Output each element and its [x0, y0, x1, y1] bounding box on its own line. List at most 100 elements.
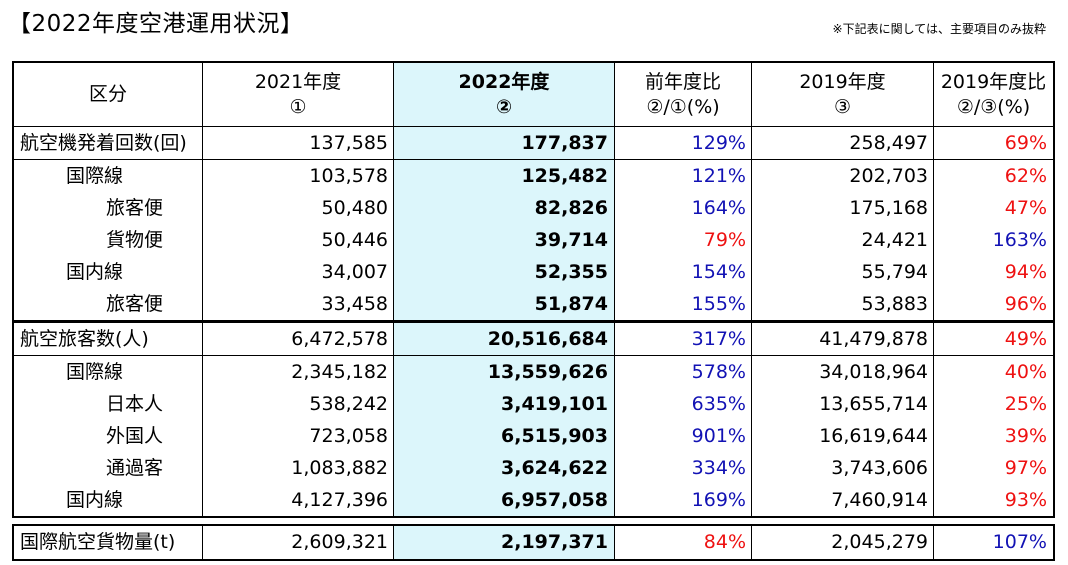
yoy-ratio: 129% — [615, 127, 752, 159]
value-2019: 7,460,914 — [752, 484, 934, 516]
row-label: 航空機発着回数(回) — [14, 127, 203, 159]
vs2019-ratio: 94% — [1004, 261, 1047, 283]
value-2019: 53,883 — [752, 288, 934, 320]
value-2021: 137,585 — [203, 127, 394, 159]
table-row: 日本人 538,242 3,419,101 635% 13,655,714 25… — [14, 388, 1053, 420]
vs2019-ratio: 163% — [992, 229, 1047, 251]
value-2021: 34,007 — [203, 256, 394, 288]
row-label: 国際線 — [14, 160, 203, 192]
table-row: 通過客 1,083,882 3,624,622 334% 3,743,606 9… — [14, 452, 1053, 484]
vs2019-ratio: 62% — [1004, 165, 1047, 187]
table-row: 国際線 103,578 125,482 121% 202,703 62% — [14, 160, 1053, 192]
table-row: 国内線 34,007 52,355 154% 55,794 94% — [14, 256, 1053, 288]
value-2019: 13,655,714 — [752, 388, 934, 420]
row-label: 航空旅客数(人) — [14, 323, 203, 355]
vs2019-ratio: 93% — [1004, 489, 1047, 511]
table-row: 国内線 4,127,396 6,957,058 169% 7,460,914 9… — [14, 484, 1053, 516]
vs2019-ratio: 96% — [1004, 293, 1047, 315]
yoy-ratio: 169% — [615, 484, 752, 516]
table-row: 航空機発着回数(回) 137,585 177,837 129% 258,497 … — [14, 127, 1053, 160]
value-2021: 2,345,182 — [203, 356, 394, 388]
value-2019: 2,045,279 — [752, 526, 934, 559]
row-label: 国際線 — [14, 356, 203, 388]
value-2019: 202,703 — [752, 160, 934, 192]
value-2021: 50,480 — [203, 192, 394, 224]
value-2022: 125,482 — [394, 160, 615, 192]
value-2019: 34,018,964 — [752, 356, 934, 388]
section-passengers: 航空旅客数(人) 6,472,578 20,516,684 317% 41,47… — [12, 321, 1055, 518]
row-label: 通過客 — [14, 452, 203, 484]
value-2022: 39,714 — [394, 224, 615, 256]
table-row: 旅客便 33,458 51,874 155% 53,883 96% — [14, 288, 1053, 320]
value-2021: 50,446 — [203, 224, 394, 256]
table-row: 国際航空貨物量(t) 2,609,321 2,197,371 84% 2,045… — [14, 526, 1053, 559]
value-2022: 6,957,058 — [394, 484, 615, 516]
yoy-ratio: 164% — [615, 192, 752, 224]
value-2021: 538,242 — [203, 388, 394, 420]
value-2019: 258,497 — [752, 127, 934, 159]
yoy-ratio: 334% — [615, 452, 752, 484]
row-label: 日本人 — [14, 388, 203, 420]
value-2021: 4,127,396 — [203, 484, 394, 516]
header-yoy: 前年度比 ②/①(%) — [615, 63, 752, 126]
value-2019: 175,168 — [752, 192, 934, 224]
value-2021: 6,472,578 — [203, 323, 394, 355]
value-2022: 3,419,101 — [394, 388, 615, 420]
vs2019-ratio: 39% — [1004, 425, 1047, 447]
header-row: 区分 2021年度 ① 2022年度 ② 前年度比 ②/①(%) 2019年度 ③ 20… — [14, 63, 1053, 127]
value-2021: 33,458 — [203, 288, 394, 320]
yoy-ratio: 635% — [615, 388, 752, 420]
value-2019: 55,794 — [752, 256, 934, 288]
value-2022: 20,516,684 — [394, 323, 615, 355]
table-row: 旅客便 50,480 82,826 164% 175,168 47% — [14, 192, 1053, 224]
row-label: 旅客便 — [14, 192, 203, 224]
vs2019-ratio: 107% — [992, 531, 1047, 553]
value-2021: 723,058 — [203, 420, 394, 452]
header-category: 区分 — [14, 63, 203, 126]
value-2019: 24,421 — [752, 224, 934, 256]
value-2019: 41,479,878 — [752, 323, 934, 355]
vs2019-ratio: 47% — [1004, 197, 1047, 219]
value-2022: 82,826 — [394, 192, 615, 224]
header-2021: 2021年度 ① — [203, 63, 394, 126]
yoy-ratio: 155% — [615, 288, 752, 320]
value-2021: 2,609,321 — [203, 526, 394, 559]
value-2022: 13,559,626 — [394, 356, 615, 388]
row-label: 旅客便 — [14, 288, 203, 320]
header-vs2019: 2019年度比 ②/③(%) — [940, 71, 1047, 118]
value-2022: 2,197,371 — [394, 526, 615, 559]
value-2022: 177,837 — [394, 127, 615, 159]
vs2019-ratio: 97% — [1004, 457, 1047, 479]
yoy-ratio: 578% — [615, 356, 752, 388]
value-2022: 3,624,622 — [394, 452, 615, 484]
row-label: 国内線 — [14, 484, 203, 516]
header-2019: 2019年度 ③ — [752, 63, 934, 126]
table-row: 貨物便 50,446 39,714 79% 24,421 163% — [14, 224, 1053, 256]
yoy-ratio: 121% — [615, 160, 752, 192]
table-row: 外国人 723,058 6,515,903 901% 16,619,644 39… — [14, 420, 1053, 452]
value-2022: 52,355 — [394, 256, 615, 288]
vs2019-ratio: 69% — [1004, 132, 1047, 154]
row-label: 外国人 — [14, 420, 203, 452]
row-label: 貨物便 — [14, 224, 203, 256]
page-title: 【2022年度空港運用状況】 — [8, 11, 304, 37]
section-aircraft-movements: 区分 2021年度 ① 2022年度 ② 前年度比 ②/①(%) 2019年度 ③ 20… — [12, 61, 1055, 322]
yoy-ratio: 317% — [615, 323, 752, 355]
yoy-ratio: 901% — [615, 420, 752, 452]
value-2021: 1,083,882 — [203, 452, 394, 484]
vs2019-ratio: 40% — [1004, 361, 1047, 383]
yoy-ratio: 84% — [615, 526, 752, 559]
vs2019-ratio: 49% — [1004, 328, 1047, 350]
value-2022: 51,874 — [394, 288, 615, 320]
table-row: 国際線 2,345,182 13,559,626 578% 34,018,964… — [14, 356, 1053, 388]
row-label: 国内線 — [14, 256, 203, 288]
value-2019: 3,743,606 — [752, 452, 934, 484]
yoy-ratio: 79% — [615, 224, 752, 256]
yoy-ratio: 154% — [615, 256, 752, 288]
header-2022: 2022年度 ② — [394, 63, 615, 126]
excerpt-note: ※下記表に関しては、主要項目のみ抜粋 — [832, 22, 1046, 36]
section-cargo: 国際航空貨物量(t) 2,609,321 2,197,371 84% 2,045… — [12, 524, 1055, 561]
value-2022: 6,515,903 — [394, 420, 615, 452]
value-2019: 16,619,644 — [752, 420, 934, 452]
value-2021: 103,578 — [203, 160, 394, 192]
